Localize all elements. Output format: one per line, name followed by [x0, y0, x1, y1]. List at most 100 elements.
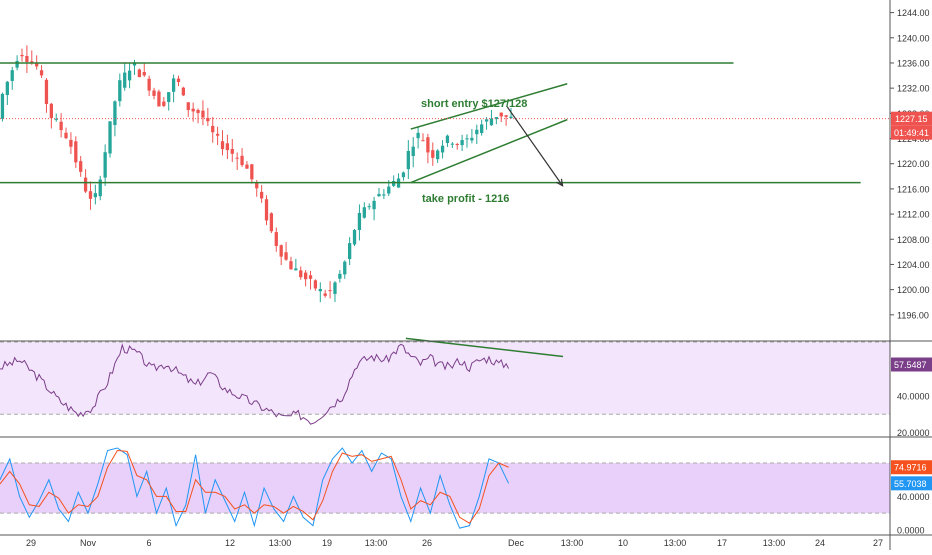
price-y-tick-label: 1236.00 [897, 58, 930, 68]
candle-body [489, 118, 494, 126]
candle-body [445, 135, 450, 143]
candle-body [392, 180, 396, 186]
price-y-tick-label: 1196.00 [897, 310, 929, 320]
candle-body [308, 275, 313, 279]
candle-body [504, 115, 508, 117]
candle-body [269, 213, 274, 232]
candle-body [211, 125, 215, 133]
stoch-y-tick-label: 0.0000 [897, 525, 925, 535]
candle-body [201, 110, 205, 118]
stochastic-panel[interactable] [0, 447, 890, 529]
candle-body [362, 207, 366, 218]
rsi-panel[interactable] [0, 337, 890, 425]
candle-body [181, 87, 186, 96]
candle-body [191, 108, 195, 112]
candle-body [225, 143, 230, 151]
candle-body [0, 93, 5, 119]
x-tick-label: 13:00 [763, 538, 786, 548]
candle-body [284, 252, 288, 260]
candle-body [5, 81, 9, 96]
candle-body [64, 132, 68, 139]
candle-body [401, 172, 406, 178]
price-y-tick-label: 1216.00 [897, 184, 930, 194]
candle-body [406, 150, 410, 170]
channel-upper-line [410, 83, 568, 130]
candle-body [118, 80, 122, 102]
candle-body [137, 69, 142, 78]
x-tick-label: 13:00 [664, 538, 687, 548]
candle-body [113, 101, 117, 126]
candle-body [235, 157, 239, 159]
candle-body [480, 124, 484, 134]
candle-body [343, 261, 347, 275]
target-arrow-head [556, 178, 564, 187]
candle-body [157, 91, 161, 107]
candle-body [509, 116, 513, 119]
candle-body [323, 293, 327, 296]
candle-body [10, 70, 14, 81]
candle-body [69, 139, 73, 147]
candle-body [382, 194, 386, 196]
candle-body [294, 268, 298, 271]
x-tick-label: 29 [26, 538, 36, 548]
candle-body [25, 55, 29, 62]
candle-body [186, 102, 190, 111]
last-price-label-bg [891, 111, 932, 126]
candle-body [470, 137, 474, 141]
candle-body [333, 282, 337, 294]
stoch-d-label-bg [891, 460, 932, 475]
rsi-line [0, 343, 510, 425]
stoch-k-label-bg [891, 476, 932, 491]
candle-body [103, 152, 107, 178]
price-panel[interactable] [0, 45, 890, 303]
candle-body [74, 141, 78, 163]
annotation-take-profit: take profit - 1216 [422, 193, 509, 205]
candle-body [176, 78, 181, 83]
x-tick-label: Nov [80, 538, 97, 548]
price-y-tick-label: 1208.00 [897, 235, 930, 245]
candle-body [59, 121, 63, 131]
x-tick-label: 17 [717, 538, 727, 548]
candle-body [79, 161, 83, 172]
price-y-tick-label: 1232.00 [897, 84, 930, 94]
last-price-label: 1227.15 [895, 114, 928, 124]
x-tick-label: 13:00 [365, 538, 388, 548]
candle-body [39, 70, 44, 76]
x-tick-label: Dec [508, 538, 525, 548]
target-arrow-line [506, 105, 564, 187]
candle-body [93, 193, 98, 198]
candle-body [455, 143, 459, 145]
candle-body [352, 229, 357, 245]
price-y-tick-label: 1212.00 [897, 210, 930, 220]
x-tick-label: 13:00 [269, 538, 292, 548]
candle-body [450, 143, 454, 145]
price-y-tick-label: 1240.00 [897, 33, 930, 43]
candle-body [230, 148, 234, 154]
candle-body [274, 232, 278, 246]
candle-body [426, 137, 430, 153]
x-tick-label: 19 [322, 538, 332, 548]
candle-body [123, 72, 127, 88]
candle-body [245, 164, 249, 169]
annotation-short-entry: short entry $127/128 [421, 98, 527, 110]
channel-lower-line [410, 118, 568, 184]
stoch-band [0, 463, 890, 514]
candle-body [440, 145, 445, 153]
candle-body [259, 191, 264, 199]
candle-body [460, 140, 464, 146]
candle-body [484, 119, 489, 122]
rsi-last-label-bg [891, 357, 932, 372]
x-tick-label: 10 [618, 538, 628, 548]
x-tick-label: 13:00 [561, 538, 584, 548]
candle-body [279, 245, 283, 257]
stoch-y-tick-label: 40.0000 [897, 492, 930, 502]
candle-body [132, 62, 137, 66]
candle-body [499, 112, 503, 117]
candle-body [196, 109, 200, 114]
x-tick-label: 27 [873, 538, 883, 548]
candle-body [142, 72, 146, 76]
candle-body [250, 164, 254, 180]
